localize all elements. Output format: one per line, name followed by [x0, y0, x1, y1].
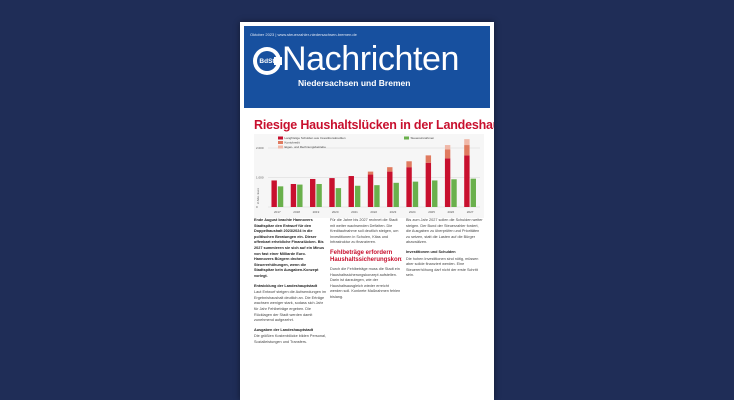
debt-chart-svg: 2017 2018 2019 2020 2021 2022 2023 2024 2025 2026…	[256, 136, 480, 214]
tax-revenue-bar	[432, 180, 438, 207]
section-heading-investments: Investitionen und Schulden	[406, 249, 456, 254]
newsletter-page: Oktober 2023 | www.steuerzahler-niedersa…	[240, 22, 494, 400]
x-tick-label: 2027	[467, 210, 474, 214]
x-tick-label: 2024	[409, 210, 416, 214]
debt-bar	[406, 167, 412, 207]
legend-debt-label: Langfristige Schulden aus Investitionskr…	[285, 136, 346, 140]
debt-bar	[425, 162, 432, 207]
legend-overdraft-swatch	[278, 141, 283, 144]
debt-bar	[348, 176, 354, 207]
legend-enterprises-swatch	[278, 145, 283, 149]
x-tick-label: 2019	[313, 210, 320, 214]
tax-revenue-bar	[297, 184, 303, 207]
article-column-1: Ende August brachte Hannovers Stadtspitz…	[254, 218, 326, 398]
debt-bar	[290, 183, 297, 207]
legend-enterprises-label: Eigen- und Rechnungsbetriebe	[285, 145, 327, 149]
y-tick-label: 0	[256, 205, 258, 209]
tax-revenue-bar	[412, 181, 419, 207]
paragraph: Laut Entwurf steigen die Aufwendungen im…	[254, 290, 326, 323]
enterprises-bar	[464, 139, 470, 146]
x-tick-label: 2026	[447, 210, 454, 214]
article-column-3: Bis zum Jahr 2027 sollen die Schulden we…	[406, 218, 484, 398]
debt-bar	[310, 178, 316, 207]
legend-overdraft-label: Kontokredit	[285, 141, 300, 145]
overdraft-bar	[387, 167, 393, 172]
issue-line: Oktober 2023 | www.steuerzahler-niedersa…	[250, 32, 357, 37]
debt-bar	[329, 178, 335, 207]
paragraph: Die größten Kostenblöcke bilden Personal…	[254, 334, 326, 344]
debt-chart: 2017 2018 2019 2020 2021 2022 2023 2024 2025 2026…	[254, 134, 484, 218]
y-tick-label: 2.000	[256, 146, 264, 150]
debt-bar	[387, 171, 393, 207]
debt-bar	[271, 180, 277, 207]
newsletter-title: Nachrichten	[282, 40, 460, 78]
overdraft-bar	[367, 171, 374, 175]
section-heading-deficits: Fehlbeträge erfordern Haushaltssicherung…	[330, 249, 402, 263]
article-headline: Riesige Haushaltslücken in der Landeshau…	[254, 118, 494, 132]
x-tick-label: 2021	[351, 210, 358, 214]
tax-revenue-bar	[393, 182, 399, 207]
tax-revenue-bar	[451, 179, 457, 207]
tax-revenue-bar	[335, 188, 342, 207]
overdraft-bar	[444, 149, 451, 159]
x-tick-label: 2022	[370, 210, 377, 214]
logo-circle: BdSt	[257, 51, 277, 71]
logo-tail	[274, 57, 282, 65]
y-tick-label: 1.000	[256, 176, 264, 180]
x-tick-label: 2020	[332, 210, 339, 214]
overdraft-bar	[425, 155, 432, 163]
debt-bar	[367, 174, 374, 207]
section-heading-expenses: Ausgaben der Landeshauptstadt	[254, 327, 314, 332]
x-tick-label: 2018	[293, 210, 300, 214]
x-tick-label: 2017	[274, 210, 281, 214]
enterprises-bar	[444, 145, 451, 150]
newsletter-subtitle: Niedersachsen und Bremen	[298, 78, 411, 88]
legend-tax-revenue-swatch	[404, 136, 409, 140]
paragraph: Durch die Fehlbeträge muss die Stadt ein…	[330, 266, 401, 299]
debt-bar	[464, 155, 470, 207]
tax-revenue-bar	[354, 185, 361, 207]
tax-revenue-bar	[374, 185, 380, 207]
masthead: Oktober 2023 | www.steuerzahler-niedersa…	[244, 26, 490, 108]
tax-revenue-bar	[316, 183, 322, 207]
article-column-2: Für die Jahre bis 2027 rechnet die Stadt…	[330, 218, 402, 398]
paragraph: Für die Jahre bis 2027 rechnet die Stadt…	[330, 218, 399, 245]
x-tick-label: 2023	[390, 210, 397, 214]
overdraft-bar	[406, 161, 412, 168]
y-axis-label: in Mio. Euro	[256, 188, 260, 204]
logo-text: BdSt	[259, 57, 275, 65]
tax-revenue-bar	[277, 186, 284, 207]
tax-revenue-bar	[470, 178, 476, 207]
overdraft-bar	[464, 145, 470, 156]
paragraph: Die hohen Investitionen sind nötig, müss…	[406, 256, 479, 278]
paragraph: Bis zum Jahr 2027 sollen die Schulden we…	[406, 218, 483, 245]
debt-bar	[444, 158, 451, 207]
legend-debt-swatch	[278, 136, 283, 140]
section-heading-development: Entwicklung der Landeshauptstadt	[254, 283, 318, 288]
legend-tax-revenue-label: Steuereinnahmen	[411, 136, 435, 140]
article-lead: Ende August brachte Hannovers Stadtspitz…	[254, 218, 325, 278]
x-tick-label: 2025	[428, 210, 435, 214]
